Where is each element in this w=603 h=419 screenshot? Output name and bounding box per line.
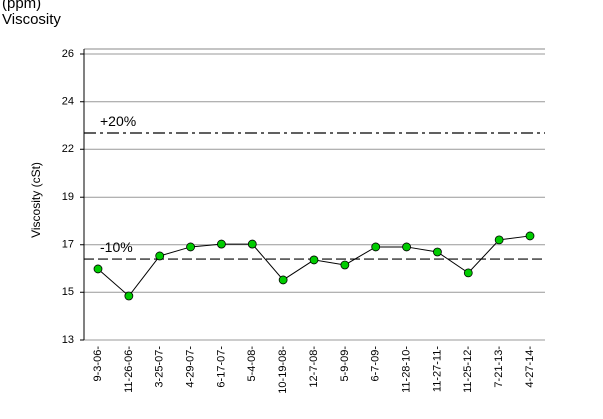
x-tick-label: 4-29-07- — [184, 346, 196, 388]
x-tick-label: 7-21-13- — [493, 346, 505, 388]
x-tick-label: 3-25-07- — [154, 346, 166, 388]
data-point — [340, 260, 350, 270]
limit-label: -10% — [100, 239, 133, 255]
x-tick-label: 5-4-08- — [246, 346, 258, 382]
x-tick-label: 4-27-14- — [524, 346, 536, 388]
data-point — [433, 247, 442, 257]
y-tick-label: 13 — [62, 334, 74, 346]
data-point — [217, 239, 226, 249]
x-tick-label: 6-7-09- — [370, 346, 382, 382]
data-point — [247, 239, 257, 249]
x-tick-label: 11-27-11- — [431, 346, 443, 392]
y-tick-label: 15 — [62, 286, 74, 298]
data-point — [186, 242, 195, 252]
y-tick-label: 26 — [62, 48, 74, 60]
header: (ppm) — [2, 0, 41, 12]
data-point — [525, 231, 535, 241]
data-point — [93, 264, 103, 274]
data-point — [371, 242, 381, 252]
y-tick-label: 22 — [62, 143, 74, 155]
x-tick-label: 11-26-06- — [123, 346, 135, 393]
y-tick-label: 24 — [62, 96, 74, 108]
y-tick-label: 19 — [62, 191, 74, 203]
x-tick-label: 5-9-09- — [339, 346, 351, 382]
y-tick-label: 17 — [62, 239, 74, 251]
x-tick-label: 10-19-08- — [277, 346, 289, 394]
x-tick-label: 11-25-12- — [462, 346, 474, 393]
chart-title: Viscosity — [2, 11, 61, 28]
data-point — [155, 251, 165, 261]
x-tick-label: 11-28-10- — [400, 346, 412, 393]
data-point — [463, 268, 473, 278]
y-axis-label: Viscosity (cSt) — [29, 162, 43, 238]
x-tick-label: 12-7-08- — [308, 346, 320, 388]
data-point — [494, 235, 504, 245]
x-tick-label: 9-3-06- — [92, 346, 104, 382]
data-point — [309, 255, 319, 265]
x-tick-label: 6-17-07- — [215, 346, 227, 388]
data-point — [402, 242, 411, 252]
limit-label: +20% — [100, 113, 136, 129]
data-point — [278, 275, 288, 285]
data-point — [124, 291, 134, 301]
